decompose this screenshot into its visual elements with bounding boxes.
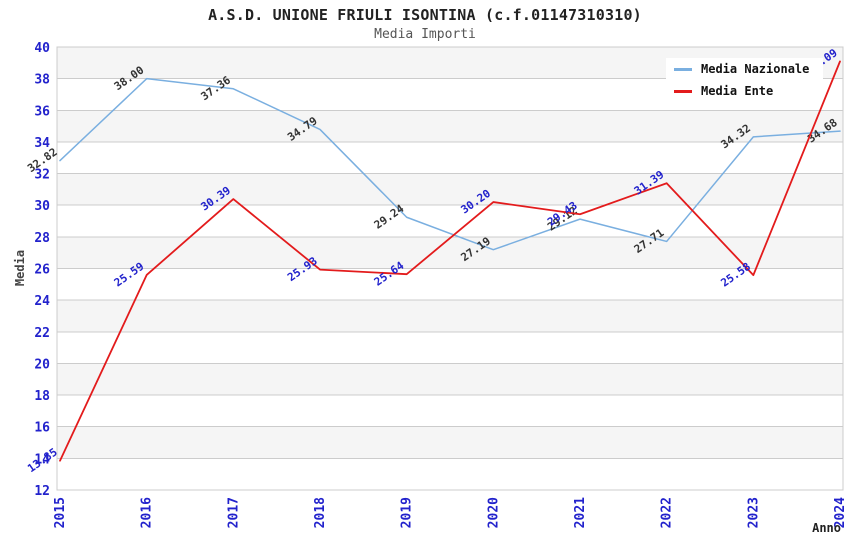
plot-border — [56, 46, 844, 491]
svg-text:12: 12 — [34, 484, 50, 499]
svg-text:20: 20 — [34, 357, 50, 372]
svg-text:2020: 2020 — [486, 497, 501, 528]
svg-text:2017: 2017 — [226, 497, 241, 528]
x-axis-title: Anno — [812, 521, 841, 535]
svg-text:29.24: 29.24 — [372, 202, 407, 232]
svg-text:22: 22 — [34, 326, 50, 341]
svg-text:2015: 2015 — [53, 497, 68, 528]
svg-text:26: 26 — [34, 263, 50, 278]
svg-text:16: 16 — [34, 421, 50, 436]
x-axis-tick-labels: 2015 2016 2017 2018 2019 2020 2021 2022 2023 2024 — [53, 497, 848, 528]
plot-bands — [57, 47, 843, 459]
legend-label-media-ente: Media Ente — [701, 84, 774, 98]
svg-text:2022: 2022 — [660, 497, 675, 528]
media-nazionale-line — [59, 77, 841, 251]
media-nazionale-swatch-icon — [674, 67, 692, 71]
svg-text:30: 30 — [34, 199, 50, 214]
svg-text:2018: 2018 — [313, 497, 328, 528]
svg-text:2024: 2024 — [833, 497, 848, 528]
svg-text:32: 32 — [34, 168, 50, 183]
svg-text:40: 40 — [34, 41, 50, 56]
svg-text:2016: 2016 — [140, 497, 155, 528]
svg-text:36: 36 — [34, 104, 50, 119]
y-axis-tick-labels: 12 14 16 18 20 22 24 26 28 30 32 34 36 38 40 — [34, 41, 50, 499]
chart-subtitle: Media Importi — [374, 27, 476, 42]
y-axis-title: Media — [13, 250, 27, 286]
media-ente-swatch-icon — [674, 89, 692, 93]
svg-text:18: 18 — [34, 389, 50, 404]
svg-text:24: 24 — [34, 294, 50, 309]
svg-text:38: 38 — [34, 73, 50, 88]
svg-text:2021: 2021 — [573, 497, 588, 528]
chart-legend: Media Nazionale Media Ente — [666, 58, 824, 102]
svg-text:13.85: 13.85 — [25, 446, 60, 476]
svg-text:2023: 2023 — [746, 497, 761, 528]
svg-text:28: 28 — [34, 231, 50, 246]
svg-text:34: 34 — [34, 136, 50, 151]
legend-item-media-nazionale: Media Nazionale — [666, 58, 824, 80]
legend-label-media-nazionale: Media Nazionale — [701, 62, 810, 76]
svg-text:14: 14 — [34, 452, 50, 467]
chart-title: A.S.D. UNIONE FRIULI ISONTINA (c.f.01147… — [208, 6, 642, 24]
svg-text:2019: 2019 — [400, 497, 415, 528]
media-ente-line — [59, 60, 841, 462]
legend-item-media-ente: Media Ente — [666, 80, 788, 102]
